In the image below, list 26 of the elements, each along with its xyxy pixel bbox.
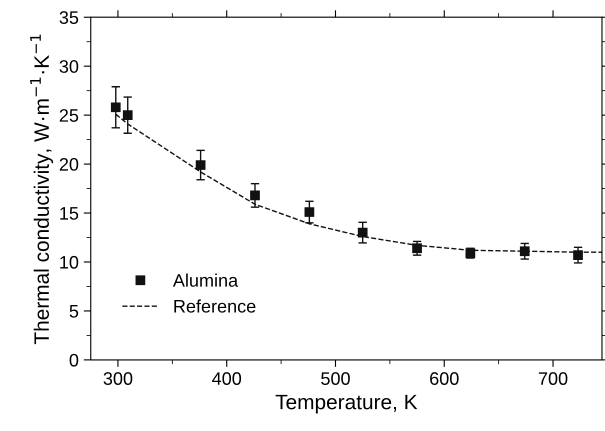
y-tick-label: 5 <box>70 305 78 318</box>
point <box>196 160 206 170</box>
legend-label: Alumina <box>172 274 238 287</box>
legend-label: Reference <box>174 299 256 313</box>
y-tick-label: 30 <box>60 60 78 73</box>
y-axis-title: Thermal conductivity, W·m$^{−1}$·K$^{−1}$ <box>30 34 54 344</box>
x-tick-label: 600 <box>430 372 459 385</box>
x-tick-label: 700 <box>538 372 568 385</box>
y-tick-label: 15 <box>60 207 78 220</box>
x-tick-label: 500 <box>321 372 350 385</box>
point <box>412 243 422 254</box>
y-tick-label: 25 <box>60 109 78 122</box>
x-tick-label: 300 <box>104 372 132 385</box>
y-tick-label: 20 <box>60 158 78 171</box>
point <box>304 207 314 217</box>
point <box>573 250 583 260</box>
y-tick-label: 0 <box>70 354 78 367</box>
point <box>122 110 133 120</box>
point <box>250 190 260 200</box>
point <box>520 246 530 256</box>
x-tick-label: 400 <box>212 372 242 385</box>
point <box>110 102 121 112</box>
x-axis-title: Temperature, K <box>276 394 418 414</box>
y-tick-label: 10 <box>60 256 78 269</box>
y-tick-label: 35 <box>60 11 78 24</box>
point <box>358 228 368 238</box>
